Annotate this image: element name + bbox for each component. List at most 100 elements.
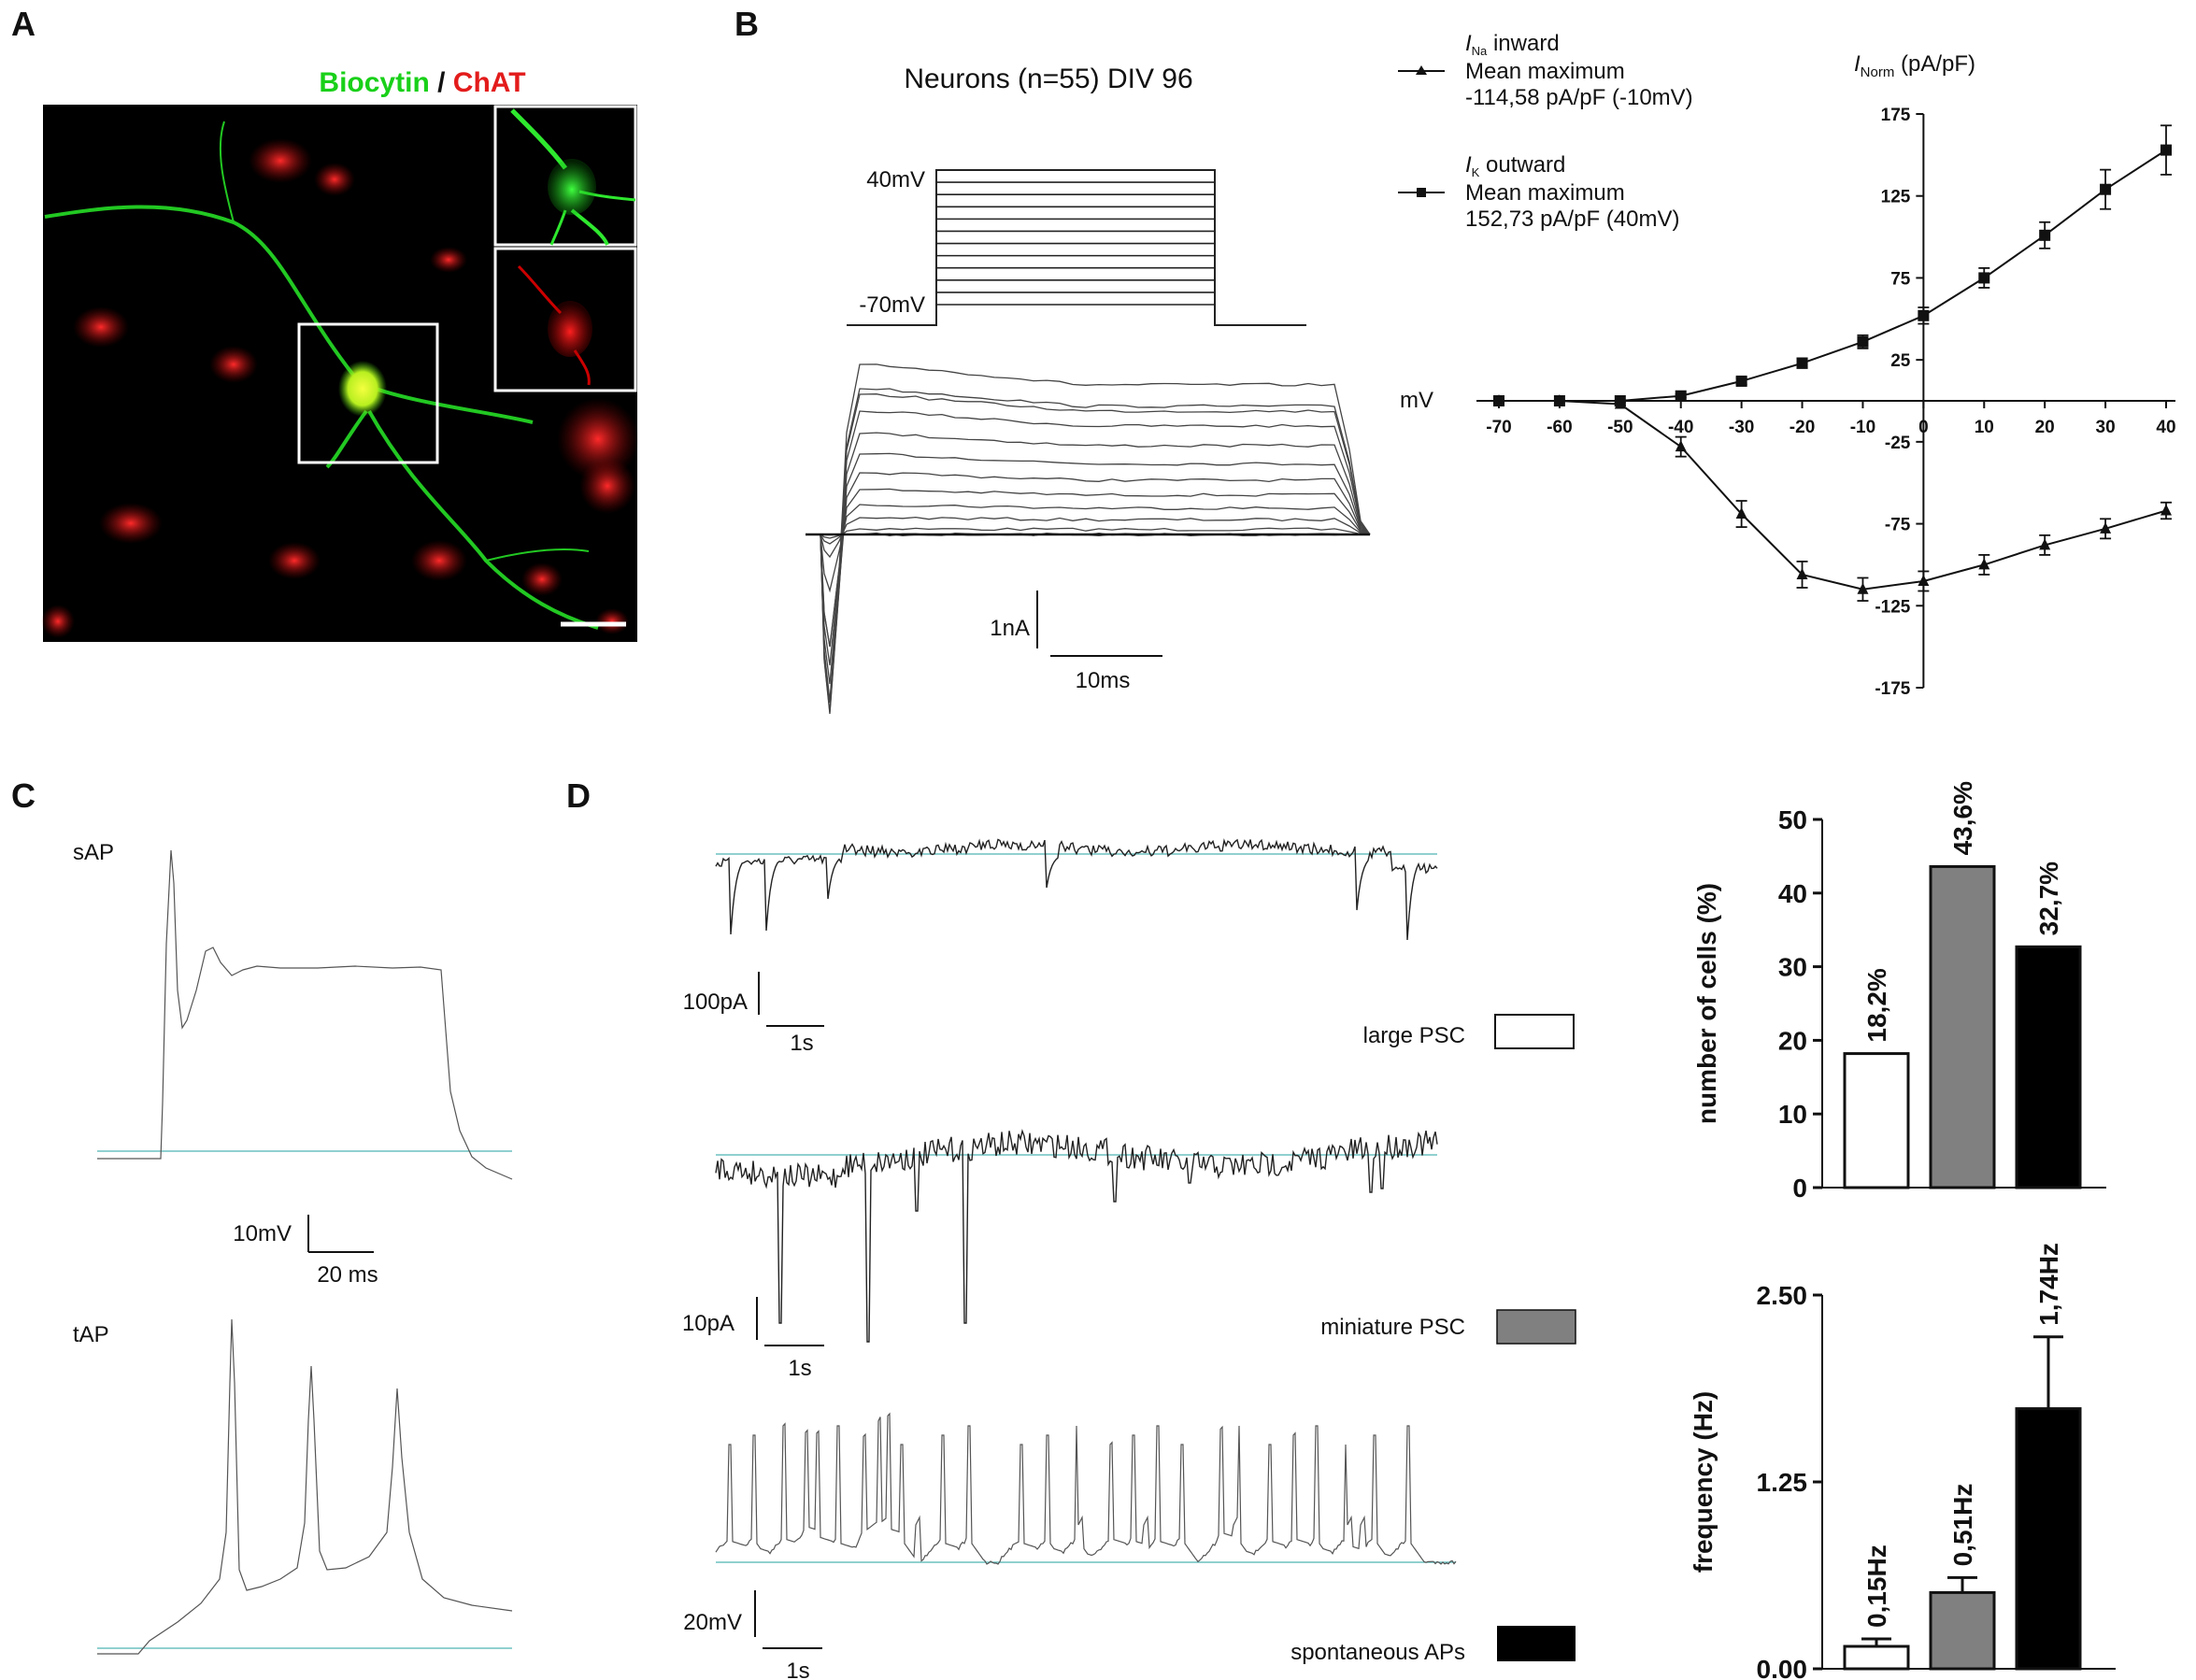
legend-spontaneous-aps-label: spontaneous APs bbox=[1291, 1640, 1465, 1665]
current-trace bbox=[806, 452, 1371, 715]
cells-chart-y-tick-label: 50 bbox=[1778, 805, 1807, 834]
cells-chart-bar bbox=[2015, 945, 2082, 1189]
iv-x-tick-label: -20 bbox=[1790, 418, 1815, 437]
iv-y-tick-label: -75 bbox=[1885, 516, 1911, 535]
iv-point-square bbox=[1614, 395, 1626, 406]
frequency-chart-data-label: 0,15Hz bbox=[1862, 1545, 1891, 1628]
scale-c-v-label: 10mV bbox=[233, 1221, 292, 1246]
current-trace bbox=[806, 472, 1371, 704]
legend-na-line3: -114,58 pA/pF (-10mV) bbox=[1465, 85, 1693, 110]
iv-x-tick-label: -40 bbox=[1668, 418, 1693, 437]
scale-d2-i-label: 10pA bbox=[682, 1311, 734, 1336]
cells-chart-y-tick-label: 40 bbox=[1778, 879, 1807, 908]
iv-y-tick-label: 75 bbox=[1890, 269, 1911, 289]
tap-label: tAP bbox=[73, 1322, 109, 1347]
frequency-chart-data-label: 1,74Hz bbox=[2034, 1243, 2063, 1326]
frequency-chart-bar bbox=[1843, 1644, 1910, 1671]
iv-x-tick-label: -30 bbox=[1729, 418, 1754, 437]
iv-point-square bbox=[1918, 309, 1930, 321]
iv-point-square bbox=[1796, 357, 1808, 369]
iv-point-square bbox=[1735, 375, 1747, 387]
cells-chart-y-tick-label: 30 bbox=[1778, 953, 1807, 982]
chat-label: ChAT bbox=[453, 67, 526, 98]
iv-axes: -70 -60 -50 -40 -30 -20 -10 0 10 20 30 40 175 125 75 25… bbox=[1476, 106, 2176, 699]
current-traces bbox=[806, 363, 1371, 715]
bar-chart-cells: 0 10 20 30 40 50 number of cells (%) 18,2% 43,6%… bbox=[1692, 781, 2106, 1203]
iv-x-tick-label: 0 bbox=[1918, 418, 1929, 437]
panel-letter-d: D bbox=[566, 776, 591, 815]
iv-series-line bbox=[1499, 400, 2167, 591]
sap-label: sAP bbox=[73, 840, 114, 865]
legend-spontaneous-aps-swatch bbox=[1497, 1626, 1576, 1661]
iv-point-triangle bbox=[2100, 521, 2112, 534]
iv-point-square bbox=[2100, 183, 2112, 195]
current-trace bbox=[806, 388, 1371, 685]
cells-chart-data-label: 32,7% bbox=[2034, 861, 2063, 935]
legend-k-line3: 152,73 pA/pF (40mV) bbox=[1465, 206, 1679, 232]
panel-letter-b: B bbox=[734, 5, 759, 43]
voltage-step-protocol bbox=[847, 169, 1306, 326]
frequency-chart-data-label: 0,51Hz bbox=[1948, 1484, 1977, 1567]
cells-chart-data-label: 43,6% bbox=[1948, 781, 1977, 855]
iv-x-tick-label: 10 bbox=[1975, 418, 1994, 437]
cells-chart-y-tick-label: 10 bbox=[1778, 1100, 1807, 1129]
iv-y-tick-label: -125 bbox=[1875, 597, 1910, 617]
large-psc-trace bbox=[715, 838, 1438, 941]
tap-trace bbox=[97, 1318, 513, 1655]
cells-chart-bar bbox=[1929, 864, 1996, 1189]
legend-na-title: INa inward bbox=[1465, 31, 1560, 58]
iv-point-triangle bbox=[2160, 504, 2172, 516]
iv-legend: INa inward Mean maximum -114,58 pA/pF (-… bbox=[1398, 31, 1693, 232]
inset-green-neuron bbox=[510, 108, 636, 246]
iv-point-triangle bbox=[1918, 574, 1930, 586]
iv-point-triangle bbox=[1978, 558, 1990, 570]
iv-point-square bbox=[1978, 272, 1990, 284]
iv-point-triangle bbox=[1675, 440, 1687, 452]
protocol-v-bottom: -70mV bbox=[859, 292, 925, 318]
cells-chart-y-tick-label: 0 bbox=[1792, 1174, 1807, 1203]
frequency-chart-bar bbox=[2015, 1407, 2082, 1671]
legend-miniature-psc-swatch bbox=[1496, 1309, 1576, 1345]
cells-chart-y-tick-label: 20 bbox=[1778, 1026, 1807, 1055]
scale-d3-v-label: 20mV bbox=[683, 1610, 742, 1635]
frequency-chart-y-tick-label: 0.00 bbox=[1757, 1655, 1808, 1680]
iv-x-tick-label: -70 bbox=[1486, 418, 1511, 437]
iv-x-tick-label: 40 bbox=[2156, 418, 2175, 437]
scale-c-t-label: 20 ms bbox=[317, 1262, 378, 1288]
iv-point-triangle bbox=[1735, 507, 1747, 520]
cells-chart-bar bbox=[1843, 1052, 1910, 1189]
legend-large-psc-swatch bbox=[1494, 1014, 1575, 1049]
bar-chart-frequency: 0.00 1.25 2.50 frequency (Hz) 0,15Hz 0,51Hz 1,… bbox=[1689, 1243, 2116, 1680]
scale-d1-t-label: 1s bbox=[790, 1031, 813, 1056]
frequency-chart-y-label: frequency (Hz) bbox=[1689, 1391, 1718, 1573]
red-chat-background-cells bbox=[41, 138, 639, 638]
scale-time-label: 10ms bbox=[1076, 668, 1131, 693]
frequency-chart-y-tick-label: 2.50 bbox=[1757, 1281, 1808, 1310]
scale-d2-t-label: 1s bbox=[788, 1356, 811, 1381]
iv-x-tick-label: 30 bbox=[2096, 418, 2116, 437]
iv-point-square bbox=[1493, 395, 1504, 406]
legend-miniature-psc-label: miniature PSC bbox=[1320, 1315, 1465, 1340]
current-trace bbox=[806, 410, 1371, 702]
panel-a-title: Biocytin / ChAT bbox=[319, 67, 525, 98]
iv-point-triangle bbox=[1796, 567, 1808, 579]
miniature-psc-trace bbox=[715, 1129, 1438, 1343]
protocol-title: Neurons (n=55) DIV 96 bbox=[904, 64, 1192, 94]
biocytin-label: Biocytin bbox=[319, 67, 429, 98]
protocol-v-top: 40mV bbox=[866, 167, 925, 192]
scale-d3-t-label: 1s bbox=[786, 1659, 809, 1680]
legend-k-line2: Mean maximum bbox=[1465, 180, 1625, 206]
iv-x-label: mV bbox=[1400, 388, 1433, 413]
sap-trace bbox=[97, 849, 513, 1180]
cells-chart-data-label: 18,2% bbox=[1862, 968, 1891, 1042]
iv-y-tick-label: -175 bbox=[1875, 679, 1910, 699]
current-trace bbox=[806, 393, 1371, 648]
iv-x-tick-label: -10 bbox=[1850, 418, 1875, 437]
scale-d1-i-label: 100pA bbox=[683, 989, 748, 1015]
green-neurites bbox=[44, 121, 599, 630]
current-trace bbox=[806, 527, 1371, 545]
iv-x-tick-label: -50 bbox=[1607, 418, 1633, 437]
iv-plot: INorm (pA/pF) mV -70 -60 -50 -40 -30 -20 -10 0 1… bbox=[1400, 51, 2176, 699]
iv-point-square bbox=[1857, 335, 1869, 348]
